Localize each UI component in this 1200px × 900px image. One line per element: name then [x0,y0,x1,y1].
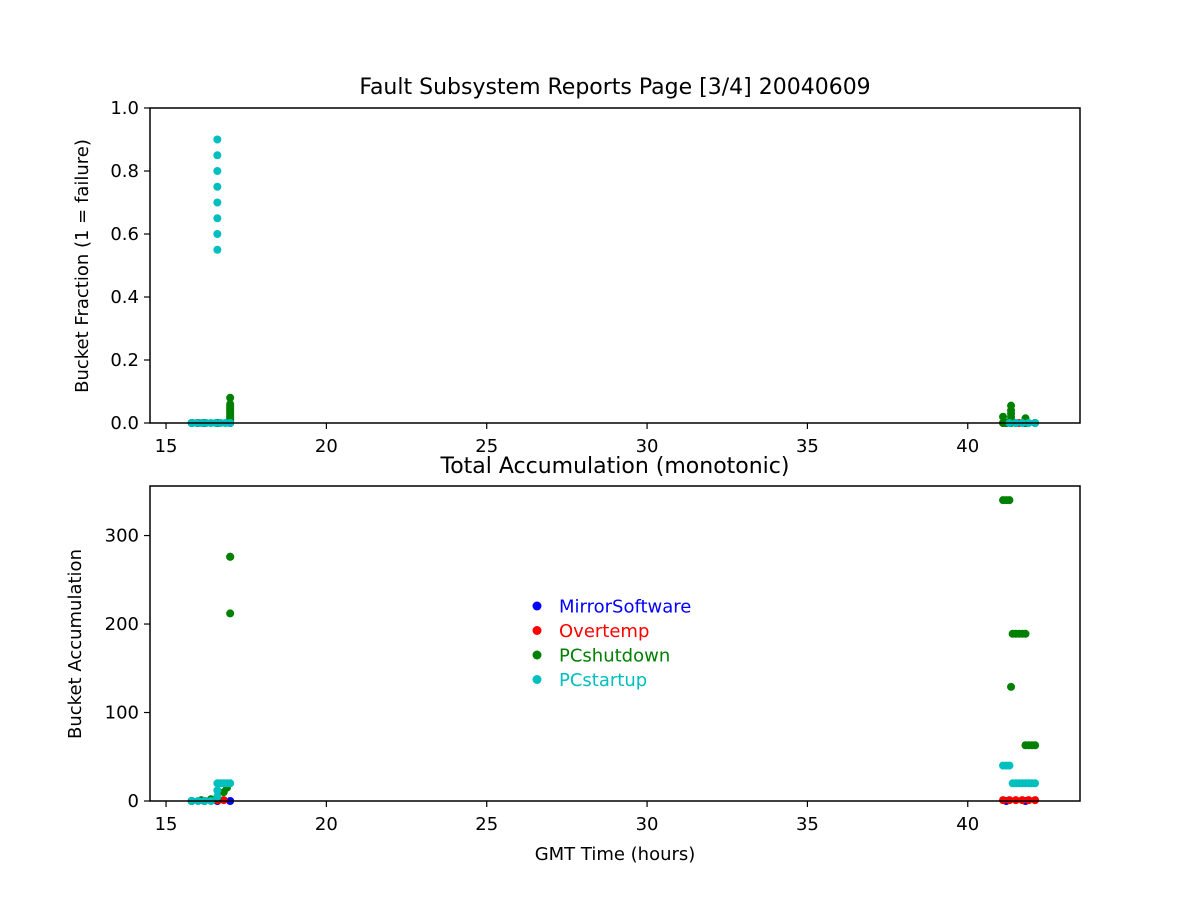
accumulation-plot-frame [149,485,1081,802]
accumulation-point-overtemp [1031,796,1040,805]
fraction-point-pcstartup [213,182,222,191]
fraction-point-pcstartup [213,135,222,144]
accumulation-point-overtemp [1005,796,1014,805]
fraction-y-tick-label: 0.0 [110,413,139,434]
legend-label-overtemp: Overtemp [559,621,649,642]
accumulation-y-tick-label: 100 [105,703,139,724]
accumulation-y-tick-label: 0 [128,791,139,812]
accumulation-point-overtemp [219,796,228,805]
accumulation-x-tick-label: 20 [315,814,338,835]
fraction-y-tick-label: 0.4 [110,287,139,308]
accumulation-point-pcshutdown [1005,496,1014,505]
accumulation-point-pcstartup [213,792,222,801]
fraction-x-tick-label: 30 [636,436,659,457]
accumulation-x-tick-label: 40 [956,814,979,835]
fraction-x-tick-label: 20 [315,436,338,457]
fraction-plot-y-axis-label: Bucket Fraction (1 = failure) [72,139,93,393]
accumulation-point-overtemp [1018,796,1027,805]
fraction-y-tick-label: 1.0 [110,98,139,119]
fraction-point-pcstartup [213,245,222,254]
accumulation-point-pcstartup [213,786,222,795]
fraction-point-pcstartup [213,214,222,223]
accumulation-point-overtemp [999,796,1008,805]
fraction-point-pcstartup [213,167,222,175]
fraction-plot-frame [149,107,1081,424]
accumulation-plot-ticks: 15 20 25 30 35 40 0 100 200 300 [105,526,980,835]
accumulation-point-pcshutdown [1031,741,1040,750]
fraction-plot: Fault Subsystem Reports Page [3/4] 20040… [72,75,1081,457]
fraction-x-tick-label: 40 [956,436,979,457]
accumulation-x-tick-label: 15 [155,814,178,835]
fraction-point-pcshutdown [999,412,1008,421]
legend-marker-pcstartup [532,675,542,684]
legend-marker-mirrorsoftware [532,601,542,611]
accumulation-point-pcshutdown [226,552,235,561]
accumulation-x-tick-label: 30 [636,814,659,835]
accumulation-point-pcshutdown [1021,629,1030,638]
fraction-x-tick-label: 25 [475,436,498,457]
accumulation-y-tick-label: 200 [105,614,139,635]
fraction-y-tick-label: 0.2 [110,350,139,371]
fraction-plot-ticks: 15 20 25 30 35 40 0.0 0.2 0.4 0.6 0.8 1.0 [110,98,979,457]
fraction-point-pcstartup [213,151,222,160]
accumulation-plot-y-axis-label: Bucket Accumulation [65,549,86,739]
accumulation-y-tick-label: 300 [105,526,139,547]
legend: MirrorSoftware Overtemp PCshutdown PCstartu… [532,597,691,691]
fraction-x-tick-label: 35 [796,436,819,457]
fraction-plot-title: Fault Subsystem Reports Page [3/4] 20040… [359,75,870,100]
accumulation-point-pcstartup [1031,779,1040,788]
fraction-point-pcshutdown [226,393,235,402]
accumulation-point-overtemp [1024,796,1033,805]
accumulation-plot: Total Accumulation (monotonic) GMT Time … [65,454,1081,865]
legend-marker-pcshutdown [532,650,542,660]
accumulation-plot-title: Total Accumulation (monotonic) [440,454,790,479]
legend-label-pcstartup: PCstartup [559,670,647,691]
legend-marker-overtemp [532,626,542,635]
fraction-point-pcstartup [213,230,222,238]
fraction-point-pcshutdown [1007,401,1016,410]
accumulation-plot-x-axis-label: GMT Time (hours) [535,844,696,865]
accumulation-x-tick-label: 35 [796,814,819,835]
legend-label-mirrorsoftware: MirrorSoftware [559,597,691,618]
accumulation-x-tick-label: 25 [475,814,498,835]
fraction-y-tick-label: 0.6 [110,224,139,245]
accumulation-point-pcshutdown [1007,682,1016,691]
fraction-point-pcshutdown [226,400,235,409]
fraction-x-tick-label: 15 [155,436,178,457]
fraction-point-pcstartup [213,198,222,207]
accumulation-point-pcstartup [226,779,235,788]
accumulation-point-pcshutdown [226,609,235,618]
fraction-y-tick-label: 0.8 [110,161,139,182]
accumulation-point-overtemp [1011,796,1020,805]
legend-label-pcshutdown: PCshutdown [559,646,670,667]
accumulation-point-pcstartup [1005,761,1014,770]
